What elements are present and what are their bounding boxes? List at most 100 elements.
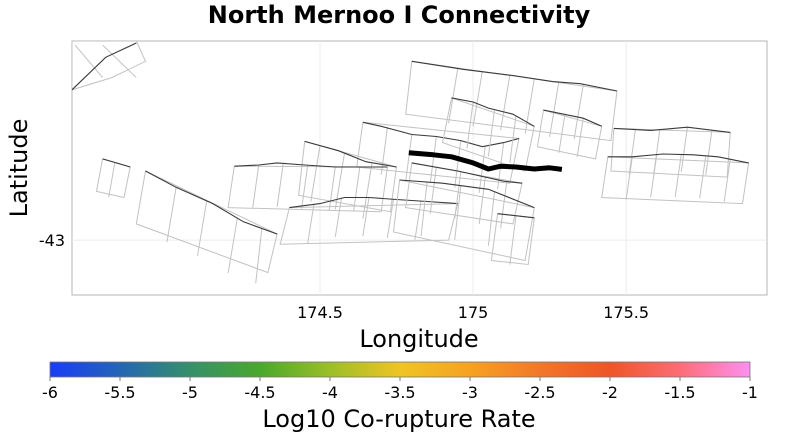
map-plot-area[interactable] — [71, 40, 768, 296]
fault-section-fault-e[interactable] — [441, 97, 535, 172]
highlighted-fault-layer — [408, 150, 563, 172]
subsection-divider — [487, 109, 496, 157]
fault-trace — [304, 140, 397, 168]
colorbar-tick-label: -4 — [322, 383, 338, 402]
fault-section-fault-b[interactable] — [405, 60, 618, 142]
fault-section-fault-a[interactable] — [72, 41, 147, 91]
fault-section-fault-n[interactable] — [392, 179, 535, 262]
fault-section-fault-o[interactable] — [490, 213, 535, 266]
fault-surface-outline — [392, 179, 535, 262]
colorbar-ticks: -6 -5.5 -5 -4.5 -4 -3.5 -3 -2.5 -2 -1.5 -1 — [42, 377, 758, 402]
colorbar-tick-label: -1 — [742, 383, 758, 402]
subsection-divider — [102, 44, 137, 78]
fault-section-fault-j[interactable] — [95, 158, 131, 199]
fault-trace — [145, 170, 278, 235]
colorbar-tick-label: -3.5 — [384, 383, 415, 402]
fault-trace — [613, 126, 731, 133]
fault-sections-layer — [72, 41, 750, 284]
x-tick-label: 174.5 — [297, 303, 343, 322]
subsection-divider — [166, 187, 177, 243]
subsection-divider — [680, 127, 688, 172]
subsection-divider — [573, 84, 584, 140]
x-tick-label: 175.5 — [603, 303, 649, 322]
subsection-divider — [310, 145, 321, 202]
fault-surface-outline — [405, 162, 523, 225]
subsection-divider — [252, 164, 260, 209]
colorbar-tick-label: -2.5 — [524, 383, 555, 402]
subsection-divider — [674, 154, 682, 198]
subsection-divider — [301, 165, 309, 209]
subsection-divider — [650, 154, 658, 198]
fault-section-fault-c[interactable] — [536, 109, 603, 160]
subsection-divider — [478, 146, 486, 193]
colorbar-tick-label: -1.5 — [664, 383, 695, 402]
fault-trace — [289, 196, 458, 209]
subsection-divider — [420, 182, 428, 237]
subsection-divider — [487, 191, 496, 246]
fault-surface-outline — [441, 97, 535, 172]
colorbar-tick-label: -6 — [42, 383, 58, 402]
subsection-divider — [227, 218, 238, 274]
fault-trace — [607, 153, 749, 164]
subsection-divider — [353, 166, 361, 211]
subsection-divider — [307, 204, 315, 244]
subsection-divider — [454, 171, 462, 219]
subsection-divider — [625, 156, 633, 200]
fault-trace — [411, 60, 618, 92]
fault-trace — [497, 213, 535, 219]
subsection-divider — [509, 215, 517, 265]
subsection-divider — [197, 200, 208, 256]
fault-section-fault-i[interactable] — [227, 162, 388, 213]
subsection-divider — [699, 155, 707, 199]
x-tick-label: 175 — [458, 303, 489, 322]
colorbar-label: Log10 Co-rupture Rate — [262, 405, 535, 433]
subsection-divider — [558, 114, 566, 154]
y-axis-ticks: -43 — [39, 231, 65, 250]
subsection-divider — [362, 162, 373, 219]
gridlines — [72, 41, 767, 295]
fault-surface-outline — [135, 170, 278, 274]
fault-trace — [102, 158, 131, 168]
highlighted-fault-trace[interactable] — [408, 150, 563, 172]
fault-section-fault-d[interactable] — [356, 121, 520, 193]
subsection-divider — [108, 162, 116, 198]
subsection-divider — [549, 82, 560, 138]
subsection-divider — [500, 75, 511, 131]
subsection-divider — [466, 101, 474, 149]
fault-surface-outline — [298, 140, 398, 213]
fault-section-fault-g[interactable] — [601, 153, 750, 205]
fault-trace — [451, 97, 535, 127]
subsection-divider — [628, 129, 636, 175]
subsection-divider — [524, 78, 535, 134]
colorbar-tick-label: -5.5 — [104, 383, 135, 402]
fault-trace — [543, 109, 602, 127]
subsection-divider — [362, 197, 370, 237]
fault-section-fault-k[interactable] — [135, 170, 278, 284]
chart-title: North Mernoo I Connectivity — [208, 1, 591, 29]
subsection-divider — [478, 177, 486, 224]
fault-section-fault-m[interactable] — [405, 162, 523, 229]
fault-surface-outline — [356, 121, 520, 184]
fault-trace — [362, 121, 520, 148]
subsection-divider — [472, 71, 483, 127]
subsection-divider — [429, 136, 437, 184]
fault-section-fault-l[interactable] — [279, 196, 459, 245]
subsection-divider — [405, 134, 413, 182]
subsection-divider — [509, 115, 517, 163]
fault-trace — [399, 179, 535, 209]
subsection-divider — [454, 185, 462, 240]
subsection-divider — [705, 130, 713, 175]
subsection-divider — [723, 159, 731, 203]
subsection-divider — [386, 199, 394, 238]
fault-surface-outline — [536, 109, 603, 160]
subsection-divider — [414, 201, 422, 240]
colorbar-tick-label: -3 — [462, 383, 478, 402]
colorbar — [49, 361, 751, 378]
fault-surface-outline — [72, 41, 147, 91]
colorbar-tick-label: -2 — [602, 383, 618, 402]
subsection-divider — [448, 68, 459, 124]
y-tick-label: -43 — [39, 231, 65, 250]
subsection-divider — [429, 167, 437, 215]
fault-trace — [411, 162, 523, 184]
